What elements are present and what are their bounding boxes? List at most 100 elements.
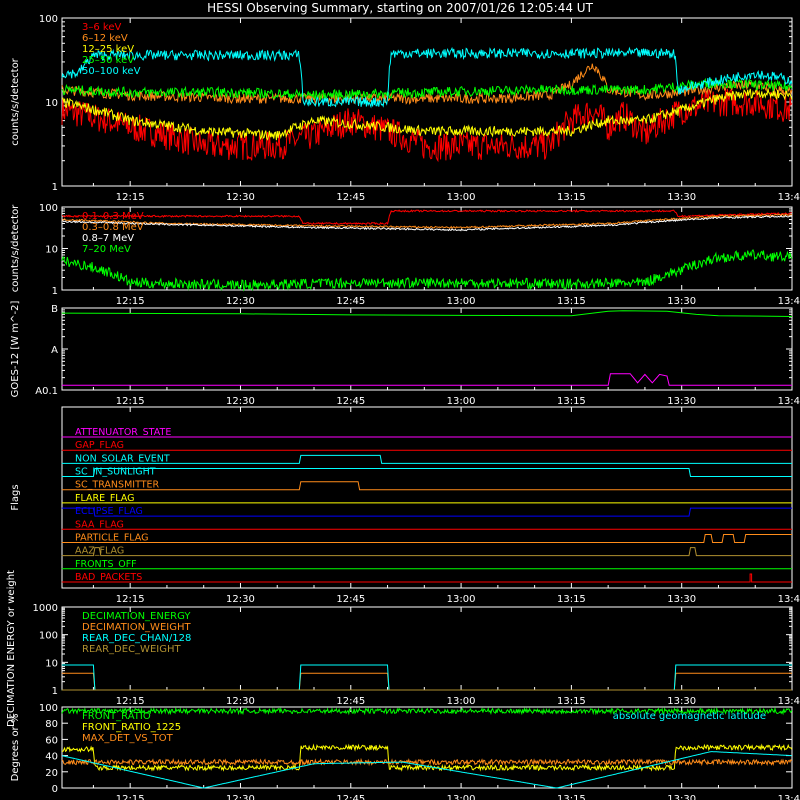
x-tick-label: 12:30 (226, 696, 255, 707)
flag-label: FRONTS_OFF (75, 559, 137, 570)
panels: 12:15 12:30 12:45 13:00 13:15 13:30 13:45 count… (6, 14, 800, 800)
x-tick-label: 13:15 (557, 396, 586, 407)
series-line (61, 672, 792, 691)
x-tick-label: 13:15 (557, 794, 586, 800)
x-tick-label: 12:30 (226, 296, 255, 307)
flag-label: AAZ_FLAG (75, 546, 124, 557)
flag-line (61, 481, 792, 491)
y-tick-label: 1 (52, 182, 58, 193)
x-tick-label: 13:30 (667, 396, 696, 407)
legend-entry: 25–50 keV (82, 55, 134, 66)
series-line (61, 88, 793, 163)
y-tick-label: 20 (45, 768, 58, 779)
series-line (61, 87, 793, 141)
x-tick-label: 13:15 (557, 696, 586, 707)
series-line (61, 373, 792, 386)
flag-label: SC_IN_SUNLIGHT (75, 467, 156, 478)
x-tick-label: 12:30 (226, 794, 255, 800)
x-tick-label: 13:00 (447, 296, 476, 307)
flag-line (61, 454, 792, 464)
x-tick-label: 12:45 (336, 794, 365, 800)
flag-line (61, 547, 792, 557)
panel-frame (61, 706, 793, 789)
y-tick-label: 100 (39, 631, 58, 642)
x-tick-label: 13:00 (447, 396, 476, 407)
series-line (61, 757, 793, 767)
x-tick-label: 13:45 (778, 696, 800, 707)
y-tick-label: 100 (39, 14, 58, 25)
y-tick-label: 10 (45, 658, 58, 669)
flag-label: BAD_PACKETS (75, 572, 142, 583)
flag-line (61, 573, 792, 583)
y-tick-label: 80 (45, 719, 58, 730)
y-axis-label: Degrees or % (10, 714, 21, 782)
series-line (61, 249, 793, 292)
x-tick-label: 13:45 (778, 296, 800, 307)
x-tick-label: 12:15 (116, 296, 145, 307)
x-tick-label: 12:45 (336, 696, 365, 707)
panel-decimation: 12:15 12:30 12:45 13:00 13:15 13:30 13:45 DECIM… (6, 570, 800, 727)
x-tick-label: 13:45 (778, 396, 800, 407)
panel-degrees: 12:15 12:30 12:45 13:00 13:15 13:30 13:45 Degre… (10, 703, 800, 800)
panel-flags: 12:15 12:30 12:45 13:00 13:15 13:30 13:45 Flags… (10, 406, 800, 605)
y-tick-label: 10 (45, 98, 58, 109)
flag-line (61, 507, 792, 517)
legend-entry: 0.3–0.8 MeV (82, 222, 144, 233)
x-tick-label: 13:45 (778, 594, 800, 605)
legend-entry: MAX_DET_VS_TOT (82, 733, 174, 744)
flag-label: SAA_FLAG (75, 519, 124, 530)
x-tick-label: 13:30 (667, 296, 696, 307)
x-tick-label: 13:00 (447, 794, 476, 800)
x-tick-label: 12:30 (226, 192, 255, 203)
y-tick-label: 100 (39, 703, 58, 714)
series-line (61, 77, 793, 101)
y-tick-label: 1 (52, 686, 58, 697)
legend-entry: DECIMATION_ENERGY (82, 611, 191, 622)
x-tick-label: 12:15 (116, 594, 145, 605)
legend-entry: 0.8–7 MeV (82, 233, 134, 244)
y-axis-label: GOES-12 [W m^-2] (10, 301, 21, 398)
legend-entry: 0.1–0.3 MeV (82, 211, 144, 222)
x-tick-label: 12:15 (116, 794, 145, 800)
y-tick-label: 60 (45, 735, 58, 746)
series-line (61, 310, 793, 317)
legend-entry: 3–6 keV (82, 22, 121, 33)
legend-entry: FRONT_RATIO_1225 (82, 722, 181, 733)
y-tick-label: 1000 (33, 603, 58, 614)
flag-line (61, 534, 792, 543)
x-tick-label: 12:15 (116, 396, 145, 407)
series-line (61, 743, 793, 772)
y-tick-label: A0.1 (35, 386, 58, 397)
legend-entry: 12–25 keV (82, 44, 134, 55)
x-tick-label: 12:45 (336, 396, 365, 407)
flag-label: NON_SOLAR_EVENT (75, 453, 170, 464)
series-line (62, 214, 792, 232)
x-tick-label: 13:45 (778, 794, 800, 800)
flag-label: ATTENUATOR_STATE (75, 427, 171, 438)
x-tick-label: 12:45 (336, 594, 365, 605)
y-tick-label: 40 (45, 752, 58, 763)
x-tick-label: 12:30 (226, 594, 255, 605)
x-tick-label: 13:00 (447, 594, 476, 605)
legend-entry: 7–20 MeV (82, 244, 131, 255)
panel-goes: 12:15 12:30 12:45 13:00 13:15 13:30 13:45 GOES-… (10, 301, 800, 407)
y-tick-label: B (51, 304, 58, 315)
x-tick-label: 13:30 (667, 192, 696, 203)
x-tick-label: 12:45 (336, 192, 365, 203)
flag-label: PARTICLE_FLAG (75, 532, 148, 543)
panel-frame (61, 307, 793, 391)
y-tick-label: 100 (39, 203, 58, 214)
panel-lightcurves: 12:15 12:30 12:45 13:00 13:15 13:30 13:45 count… (10, 14, 800, 203)
flag-label: SC_TRANSMITTER (75, 480, 160, 491)
series-line (61, 664, 792, 691)
panel-high_energy: 12:15 12:30 12:45 13:00 13:15 13:30 13:45 count… (10, 203, 800, 307)
x-tick-label: 12:45 (336, 296, 365, 307)
x-tick-label: 13:30 (667, 794, 696, 800)
y-axis-label: DECIMATION ENERGY or weight (6, 570, 17, 727)
panel-frame (61, 17, 793, 187)
flag-line (61, 468, 792, 477)
x-tick-label: 13:30 (667, 696, 696, 707)
x-tick-label: 13:45 (778, 192, 800, 203)
series-line (61, 209, 792, 226)
x-tick-label: 13:00 (447, 192, 476, 203)
